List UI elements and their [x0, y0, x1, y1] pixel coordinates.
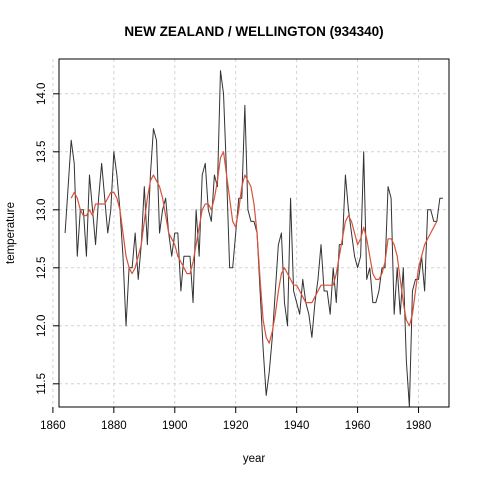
x-tick-label: 1860 [40, 420, 66, 432]
y-tick-label: 14.0 [36, 83, 48, 105]
y-axis-label: temperature [5, 202, 17, 264]
x-axis-label: year [243, 453, 266, 465]
grid-lines [52, 59, 449, 407]
smoothed-temperature-line [70, 151, 438, 344]
plot-frame [58, 58, 450, 408]
y-tick-label: 11.5 [36, 373, 48, 395]
y-tick-label: 13.5 [36, 141, 48, 163]
x-tick-label: 1920 [223, 420, 249, 432]
y-tick-label: 12.5 [36, 257, 48, 279]
series-lines [64, 70, 443, 408]
x-tick-label: 1980 [406, 420, 432, 432]
y-tick-label: 13.0 [36, 199, 48, 221]
x-tick-label: 1960 [345, 420, 371, 432]
annual-temperature-line [64, 70, 443, 408]
chart-title: NEW ZEALAND / WELLINGTON (934340) [124, 24, 383, 39]
y-tick-label: 12.0 [36, 315, 48, 337]
y-axis: 11.5 12.0 12.5 13.0 13.5 14.0 [36, 83, 59, 395]
x-tick-label: 1880 [101, 420, 127, 432]
x-axis: 1860 1880 1900 1920 1940 1960 1980 [40, 407, 431, 432]
x-tick-label: 1940 [284, 420, 310, 432]
x-tick-label: 1900 [162, 420, 188, 432]
